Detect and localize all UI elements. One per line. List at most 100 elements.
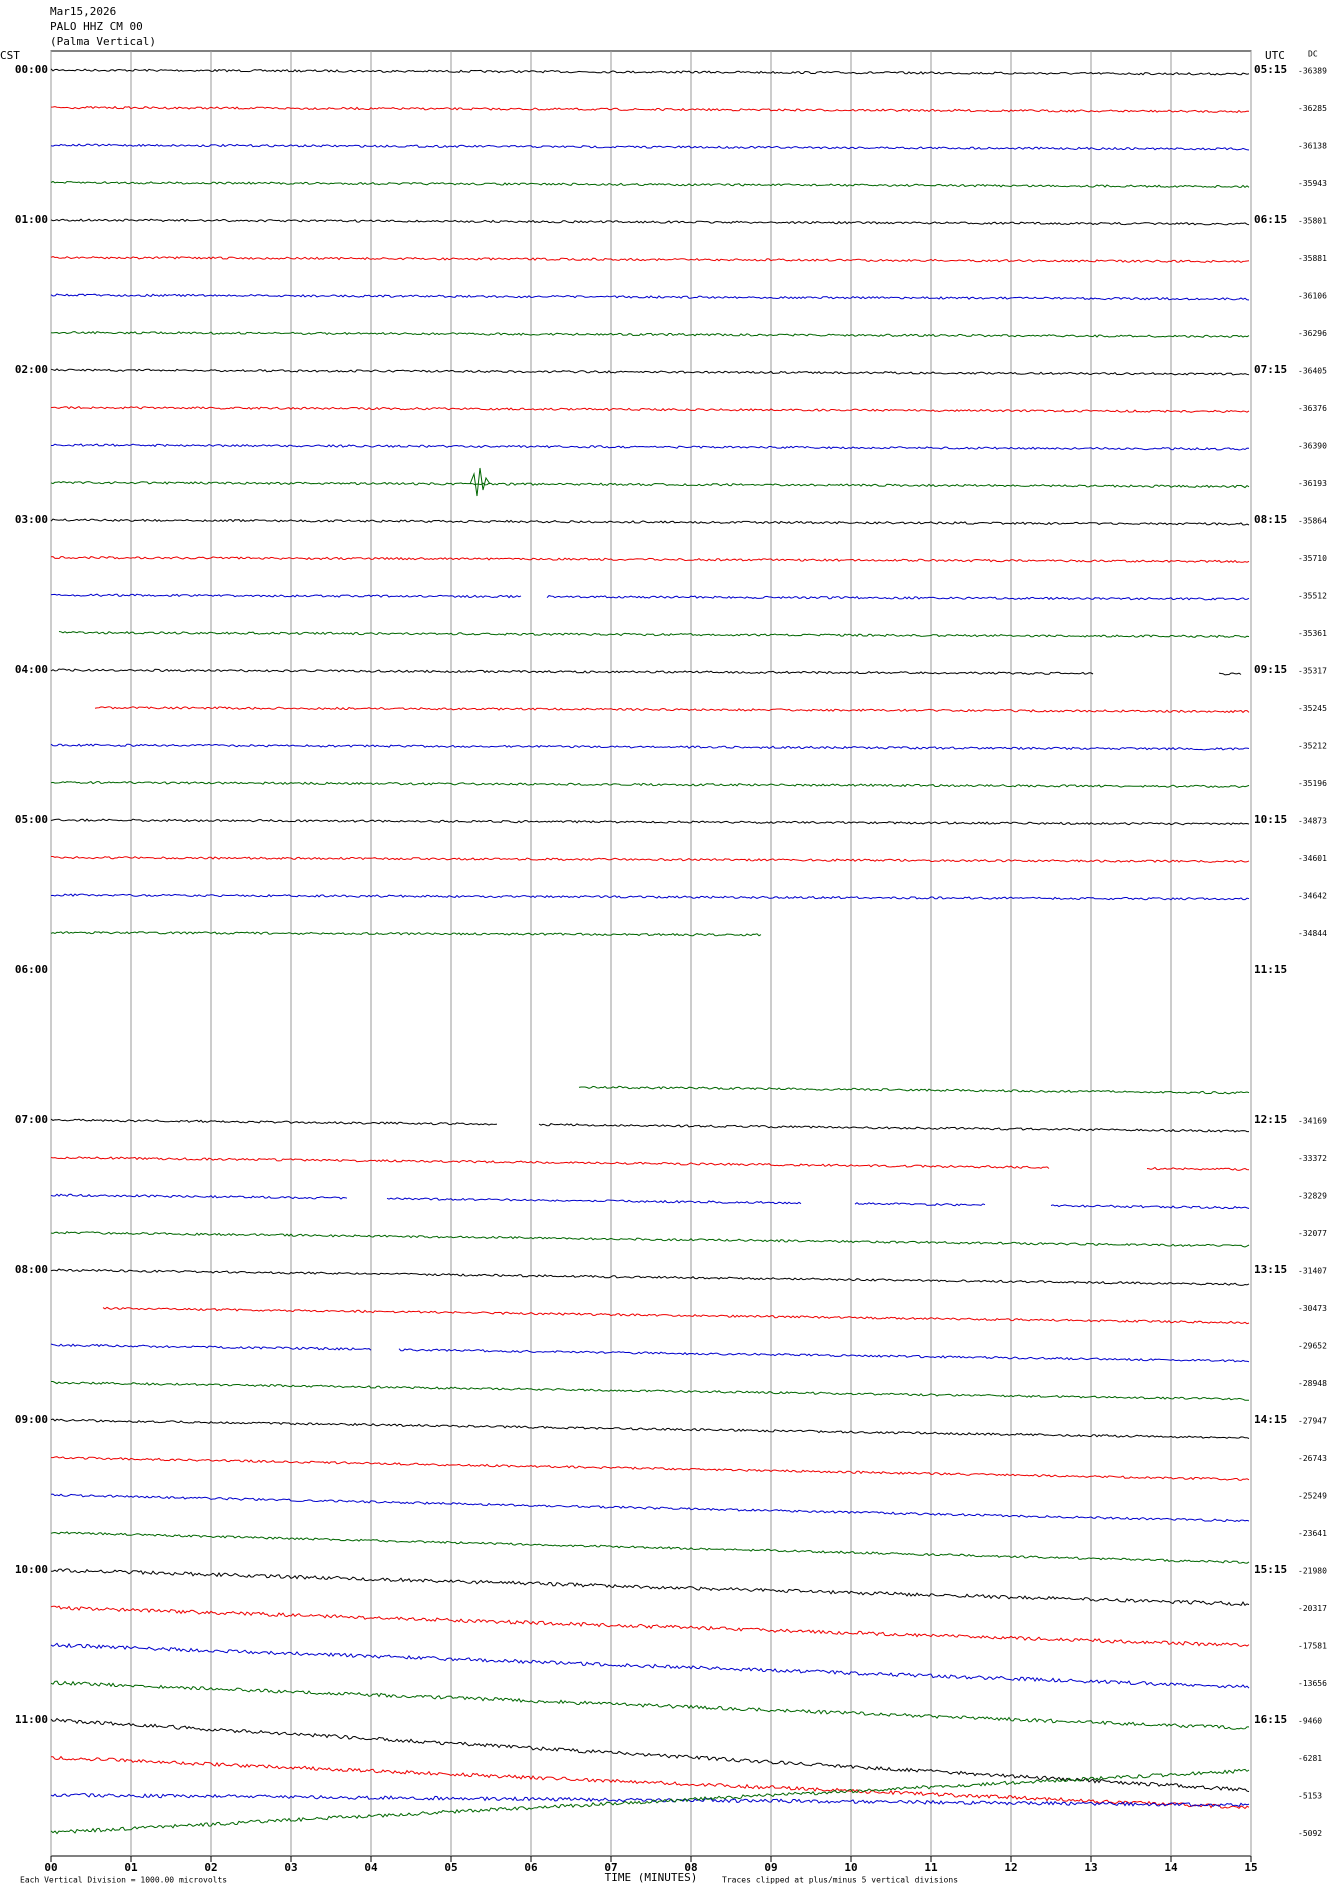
right-time-label: 12:15 — [1254, 1113, 1287, 1126]
trace — [50, 931, 762, 937]
dc-value: -35317 — [1298, 667, 1327, 676]
trace — [50, 1680, 1249, 1730]
dc-value: -36193 — [1298, 479, 1327, 488]
trace — [50, 1768, 1250, 1835]
left-time-label: 10:00 — [15, 1563, 48, 1576]
left-time-label: 05:00 — [15, 813, 48, 826]
x-tick-label: 04 — [364, 1861, 378, 1874]
dc-value: -28948 — [1298, 1379, 1327, 1388]
dc-value: -34642 — [1298, 892, 1327, 901]
trace — [50, 331, 1250, 338]
dc-value: -35245 — [1298, 704, 1327, 713]
trace — [854, 1202, 986, 1207]
trace — [50, 143, 1250, 151]
right-time-label: 10:15 — [1254, 813, 1287, 826]
dc-value: -35801 — [1298, 217, 1327, 226]
trace — [50, 105, 1250, 114]
trace — [546, 595, 1250, 601]
footer-right: Traces clipped at plus/minus 5 vertical … — [722, 1876, 958, 1885]
trace — [50, 1605, 1250, 1648]
dc-value: -21980 — [1298, 1567, 1327, 1576]
dc-value: -34169 — [1298, 1117, 1327, 1126]
x-tick-label: 02 — [204, 1861, 217, 1874]
trace — [50, 293, 1250, 301]
trace — [386, 1197, 802, 1205]
trace — [51, 443, 1250, 451]
dc-value: -9460 — [1298, 1717, 1322, 1726]
trace — [50, 68, 1250, 76]
dc-value: -32077 — [1298, 1229, 1327, 1238]
dc-title: DC — [1308, 50, 1318, 59]
x-tick-label: 08 — [684, 1861, 697, 1874]
dc-value: -35196 — [1298, 779, 1327, 788]
dc-value: -29652 — [1298, 1342, 1327, 1351]
right-time-label: 14:15 — [1254, 1413, 1287, 1426]
x-tick-label: 07 — [604, 1861, 617, 1874]
dc-value: -35361 — [1298, 629, 1327, 638]
dc-value: -35710 — [1298, 554, 1327, 563]
left-time-label: 01:00 — [15, 213, 48, 226]
dc-value: -36389 — [1298, 67, 1327, 76]
dc-value: -31407 — [1298, 1267, 1327, 1276]
right-time-label: 16:15 — [1254, 1713, 1287, 1726]
left-time-label: 06:00 — [15, 963, 48, 976]
trace — [102, 1306, 1250, 1325]
trace — [1146, 1166, 1250, 1171]
right-time-label: 06:15 — [1254, 213, 1287, 226]
right-time-label: 09:15 — [1254, 663, 1287, 676]
trace — [50, 556, 1250, 564]
x-tick-label: 01 — [124, 1861, 138, 1874]
x-tick-label: 00 — [44, 1861, 57, 1874]
x-tick-label: 10 — [844, 1861, 857, 1874]
header-name: (Palma Vertical) — [50, 35, 156, 48]
trace — [50, 1717, 1250, 1793]
x-tick-label: 15 — [1244, 1861, 1257, 1874]
dc-value: -25249 — [1298, 1492, 1327, 1501]
trace — [50, 1343, 372, 1351]
trace — [50, 1568, 1250, 1607]
dc-value: -34873 — [1298, 817, 1327, 826]
trace — [50, 406, 1250, 414]
plot-frame — [50, 50, 1252, 1857]
footer-left: Each Vertical Division = 1000.00 microvo… — [20, 1876, 227, 1885]
left-time-label: 02:00 — [15, 363, 48, 376]
dc-value: -32829 — [1298, 1192, 1327, 1201]
trace — [538, 1123, 1249, 1133]
trace — [50, 818, 1250, 826]
dc-value: -26743 — [1298, 1454, 1327, 1463]
trace — [50, 1418, 1250, 1439]
trace — [50, 218, 1250, 226]
dc-value: -33372 — [1298, 1154, 1327, 1163]
left-time-label: 07:00 — [15, 1113, 48, 1126]
trace — [50, 781, 1250, 789]
trace — [50, 1642, 1250, 1689]
trace — [50, 256, 1250, 263]
trace — [50, 180, 1250, 189]
dc-value: -6281 — [1298, 1754, 1322, 1763]
dc-value: -5092 — [1298, 1829, 1322, 1838]
trace — [58, 631, 1250, 639]
x-tick-label: 13 — [1084, 1861, 1097, 1874]
x-tick-label: 09 — [764, 1861, 777, 1874]
left-time-label: 08:00 — [15, 1263, 48, 1276]
trace — [50, 481, 1250, 489]
trace — [50, 1493, 1250, 1523]
header-station: PALO HHZ CM 00 — [50, 20, 143, 33]
dc-value: -34601 — [1298, 854, 1327, 863]
dc-value: -30473 — [1298, 1304, 1327, 1313]
dc-value: -27947 — [1298, 1417, 1327, 1426]
dc-value: -5153 — [1298, 1792, 1322, 1801]
trace — [51, 1456, 1250, 1481]
trace — [50, 1193, 348, 1200]
dc-value: -36390 — [1298, 442, 1327, 451]
dc-value: -35512 — [1298, 592, 1327, 601]
dc-value: -36376 — [1298, 404, 1327, 413]
right-time-label: 05:15 — [1254, 63, 1287, 76]
trace — [50, 1230, 1250, 1248]
x-tick-label: 05 — [444, 1861, 457, 1874]
dc-value: -13656 — [1298, 1679, 1327, 1688]
left-time-label: 00:00 — [15, 63, 48, 76]
dc-value: -36106 — [1298, 292, 1327, 301]
dc-value: -36296 — [1298, 329, 1327, 338]
